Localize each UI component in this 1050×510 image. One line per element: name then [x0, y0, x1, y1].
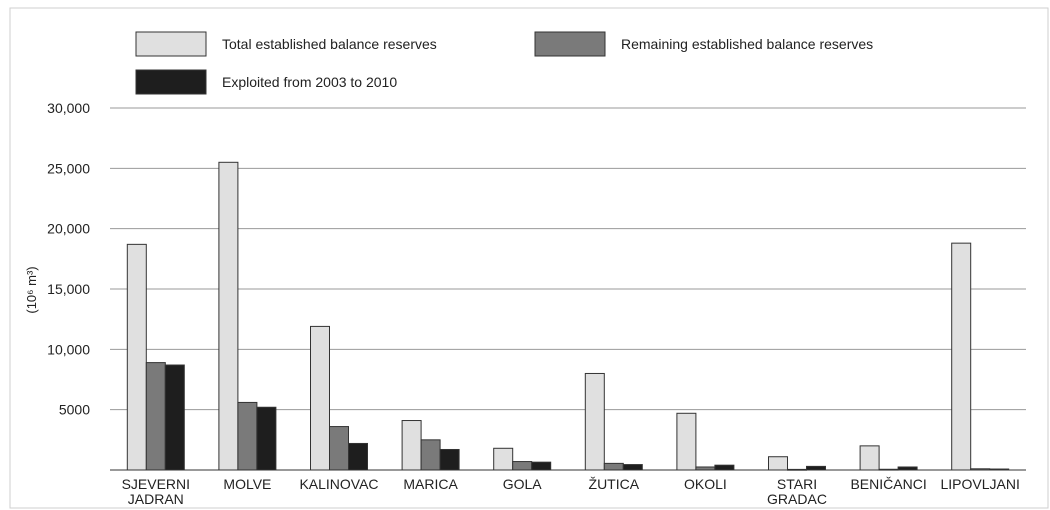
bar-remaining: [420, 439, 441, 471]
bar-exploited: [348, 442, 368, 471]
bar-remaining: [512, 461, 533, 471]
x-tick-label: STARI GRADAC: [767, 476, 827, 507]
x-tick-label: BENIČANCI: [850, 476, 926, 492]
y-tick-label: 10,000: [47, 341, 90, 357]
bar-exploited: [714, 464, 735, 471]
category-labels: SJEVERNI JADRAN MOLVE KALINOVAC MARICA GOLA ŽU…: [122, 476, 1020, 507]
bar-exploited: [164, 364, 185, 471]
bar-total: [951, 242, 972, 471]
bar-exploited: [531, 461, 552, 471]
x-tick-label: OKOLI: [684, 476, 727, 492]
bar-total: [126, 243, 147, 471]
bar-total: [584, 372, 605, 471]
y-tick-label: 30,000: [47, 100, 90, 116]
grid-layer: [110, 107, 1026, 411]
x-tick-label: SJEVERNI JADRAN: [122, 476, 190, 507]
legend-swatch-total: [135, 31, 207, 57]
bar-total: [218, 161, 239, 471]
bar-total: [401, 420, 422, 471]
bars: [126, 161, 1010, 471]
x-tick-label: MOLVE: [223, 476, 271, 492]
y-tick-label: 20,000: [47, 221, 90, 237]
bar-total: [493, 447, 514, 471]
bar-total: [859, 445, 880, 471]
bar-remaining: [237, 401, 258, 471]
legend-swatch-remaining: [534, 31, 606, 57]
y-tick-label: 15,000: [47, 281, 90, 297]
x-tick-label: KALINOVAC: [299, 476, 378, 492]
bar-remaining: [329, 426, 349, 471]
bar-exploited: [256, 406, 277, 471]
legend: Total established balance reserves Remai…: [135, 31, 873, 95]
y-axis-label: (10⁶ m³): [24, 266, 39, 313]
y-tick-labels: 5000 10,000 15,000 20,000 25,000 30,000: [47, 100, 90, 418]
legend-label-total: Total established balance reserves: [222, 36, 437, 52]
chart-border: [9, 7, 1049, 509]
bar-total: [310, 325, 330, 471]
bar-exploited: [439, 448, 460, 471]
legend-label-exploited: Exploited from 2003 to 2010: [222, 74, 397, 90]
y-tick-label: 5000: [59, 402, 90, 418]
bar-total: [768, 456, 788, 471]
bar-remaining: [603, 462, 624, 471]
x-tick-label: MARICA: [403, 476, 458, 492]
x-tick-label: ŽUTICA: [589, 476, 640, 492]
x-tick-label: LIPOVLJANI: [941, 476, 1020, 492]
bar-total: [676, 412, 697, 471]
x-tick-label: GOLA: [503, 476, 543, 492]
legend-label-remaining: Remaining established balance reserves: [621, 36, 873, 52]
bar-exploited: [622, 464, 643, 471]
y-tick-label: 25,000: [47, 160, 90, 176]
bar-exploited: [806, 465, 826, 471]
bar-remaining: [145, 362, 166, 471]
legend-swatch-exploited: [135, 69, 207, 95]
